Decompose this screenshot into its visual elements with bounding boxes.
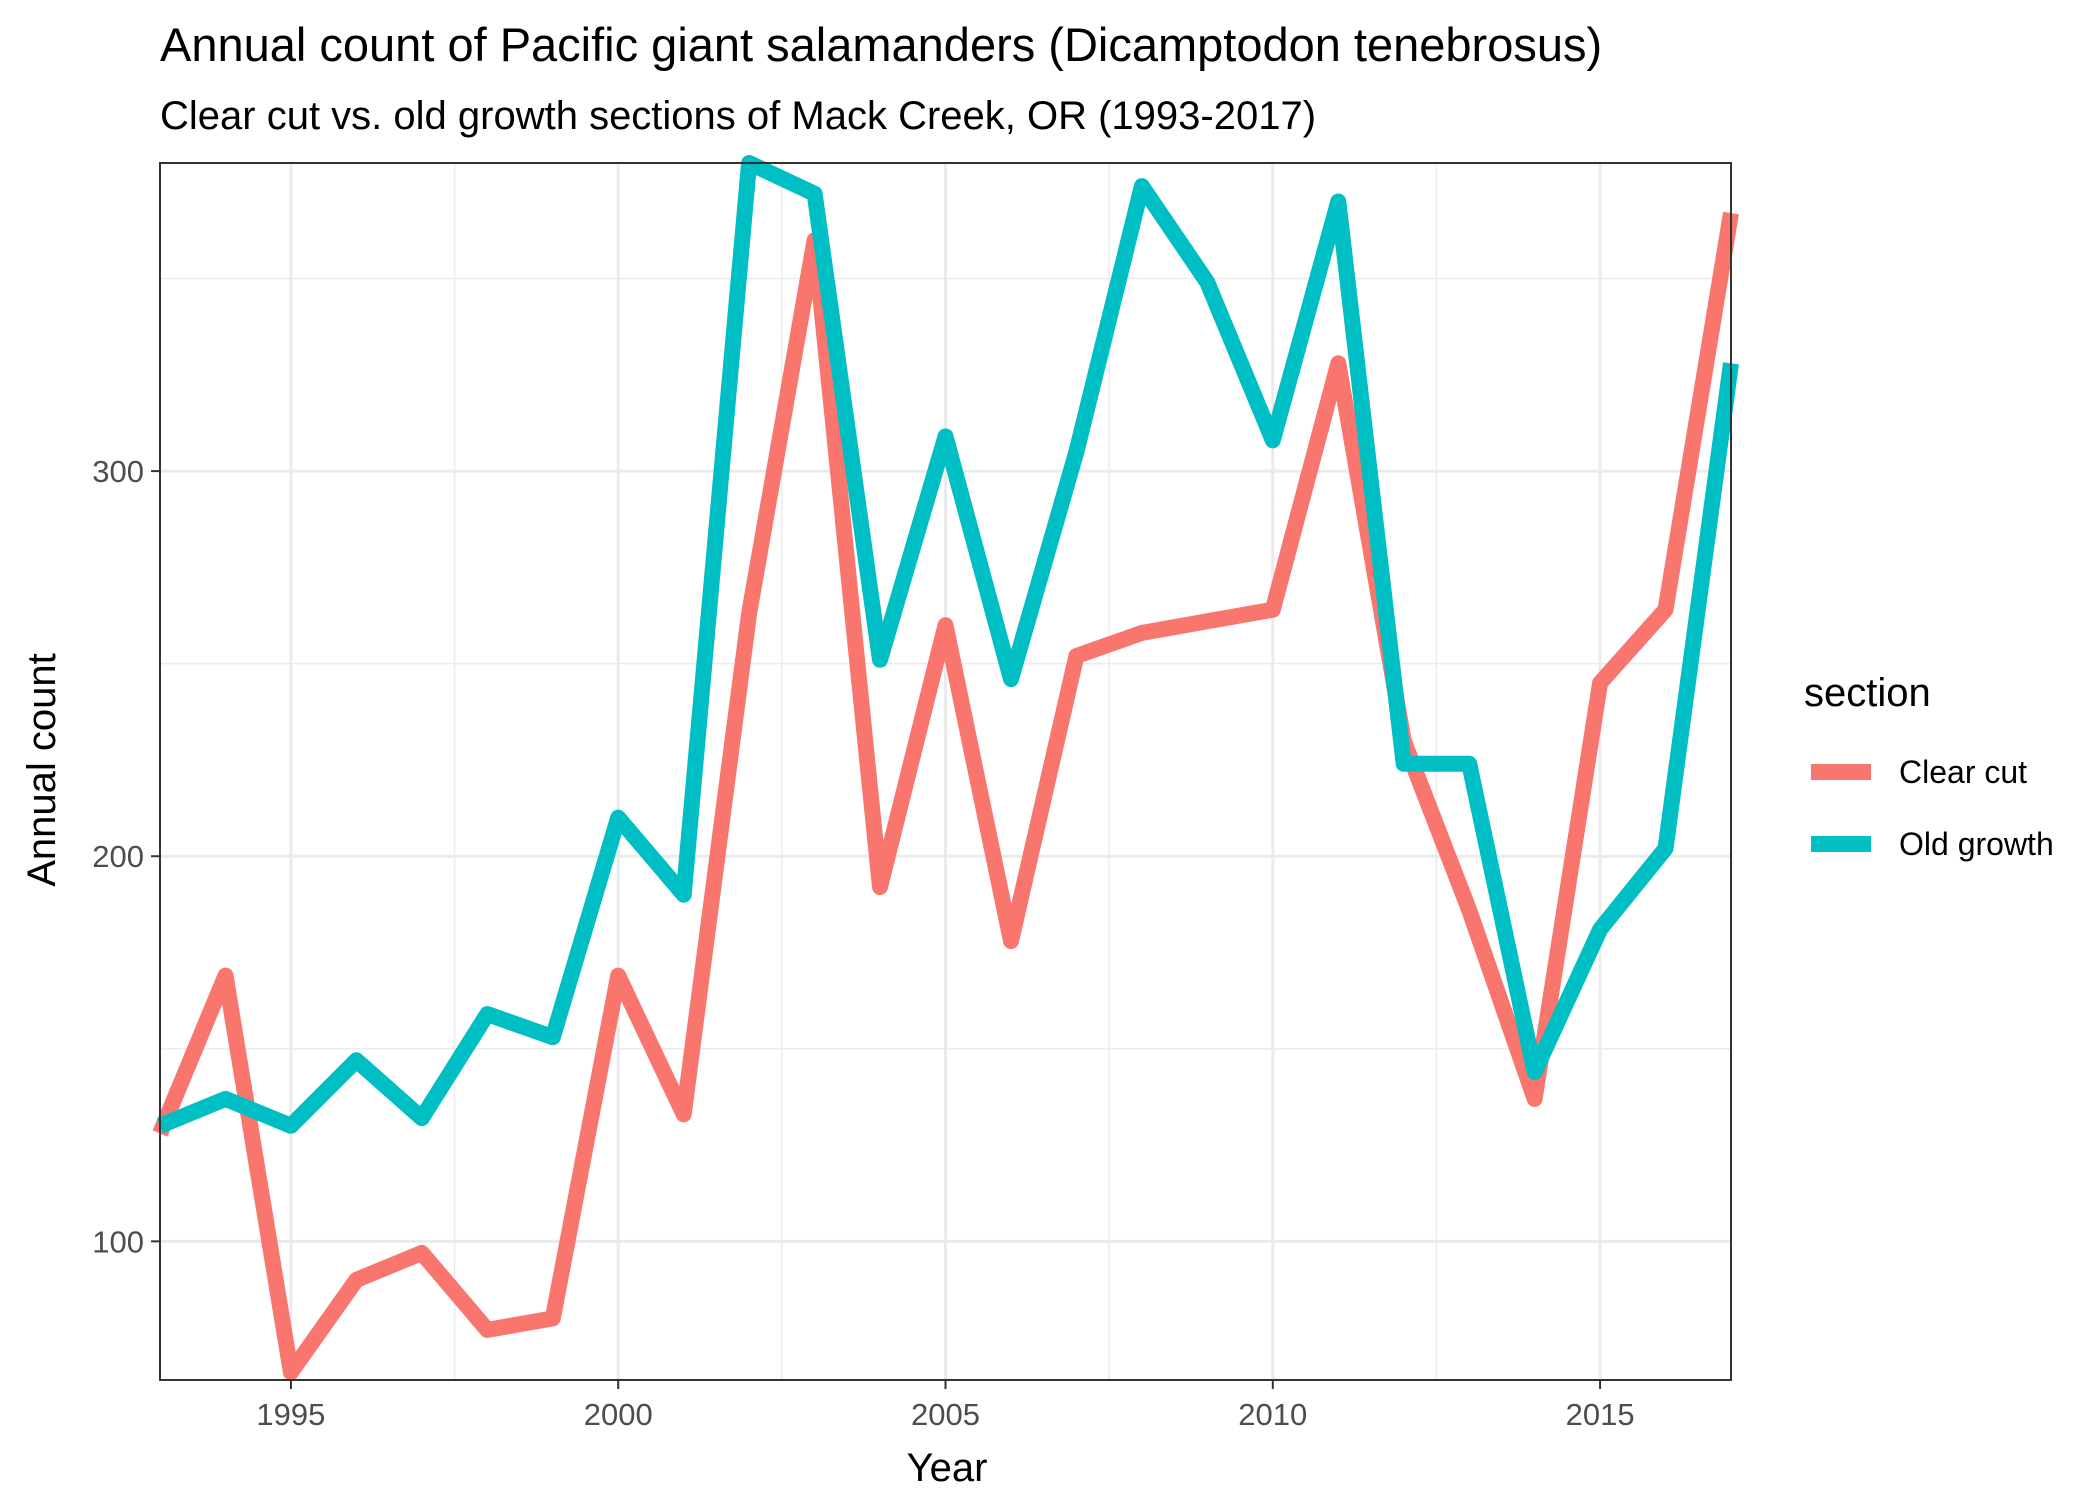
x-tick-label: 1995 xyxy=(256,1397,325,1432)
x-tick-label: 2015 xyxy=(1566,1397,1635,1432)
y-axis-title: Annual count xyxy=(20,653,64,887)
x-axis-title: Year xyxy=(907,1446,988,1490)
series-line-2 xyxy=(156,155,1739,1134)
y-tick-label: 200 xyxy=(92,839,144,874)
series-lines xyxy=(152,155,1739,1381)
x-tick-label: 2000 xyxy=(584,1397,653,1432)
x-tick-label: 2005 xyxy=(911,1397,980,1432)
x-axis: 1995 2000 2005 2010 2015 xyxy=(256,1380,1635,1432)
y-tick-label: 100 xyxy=(92,1224,144,1259)
y-tick-label: 300 xyxy=(92,454,144,489)
legend: section Clear cut Old growth xyxy=(1804,671,2054,862)
major-gridlines xyxy=(160,163,1731,1380)
legend-label-1: Clear cut xyxy=(1899,754,2027,790)
x-tick-label: 2010 xyxy=(1238,1397,1307,1432)
legend-label-2: Old growth xyxy=(1899,826,2054,862)
y-axis: 100 200 300 xyxy=(92,454,160,1259)
legend-title: section xyxy=(1804,671,1931,715)
series-line-1 xyxy=(152,211,1739,1381)
chart-subtitle: Clear cut vs. old growth sections of Mac… xyxy=(160,94,1316,138)
chart-title: Annual count of Pacific giant salamander… xyxy=(160,18,1602,71)
